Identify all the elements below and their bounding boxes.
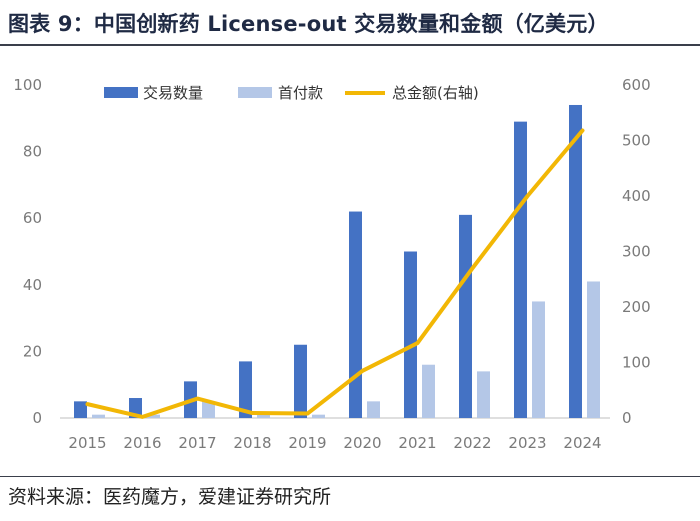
source-divider bbox=[0, 476, 700, 477]
x-tick-label: 2017 bbox=[178, 434, 216, 452]
bar-upfront bbox=[257, 414, 270, 418]
y-left-tick-label: 100 bbox=[13, 76, 42, 94]
bar-upfront bbox=[147, 414, 160, 418]
bar-deal-count bbox=[239, 361, 252, 418]
bar-upfront bbox=[92, 414, 105, 418]
y-right-tick-label: 100 bbox=[622, 354, 651, 372]
bar-upfront bbox=[422, 364, 435, 418]
bar-deal-count bbox=[294, 344, 307, 418]
x-tick-label: 2018 bbox=[233, 434, 271, 452]
combo-chart: 0 20 40 60 80 100 0 100 200 300 400 500 600 2015 2016 2… bbox=[13, 76, 651, 452]
line-total-amount bbox=[85, 128, 585, 419]
y-left-tick-label: 60 bbox=[23, 209, 42, 227]
bar-upfront bbox=[367, 401, 380, 418]
x-tick-label: 2020 bbox=[343, 434, 381, 452]
legend-label-deal-count: 交易数量 bbox=[143, 84, 203, 102]
bar-deal-count bbox=[569, 104, 582, 418]
y-right-tick-label: 200 bbox=[622, 298, 651, 316]
bar-upfront bbox=[312, 414, 325, 418]
bar-upfront bbox=[532, 301, 545, 418]
legend-label-upfront: 首付款 bbox=[278, 84, 323, 102]
y-left-tick-label: 20 bbox=[23, 342, 42, 360]
x-tick-label: 2021 bbox=[398, 434, 436, 452]
y-right-tick-label: 300 bbox=[622, 243, 651, 261]
bar-deal-count bbox=[459, 214, 472, 418]
bar-deal-count bbox=[404, 251, 417, 418]
y-right-tick-label: 500 bbox=[622, 132, 651, 150]
y-left-tick-label: 40 bbox=[23, 276, 42, 294]
y-right-tick-label: 0 bbox=[622, 409, 632, 427]
legend-label-total: 总金额(右轴) bbox=[392, 84, 479, 102]
y-right-tick-label: 400 bbox=[622, 187, 651, 205]
y-right-tick-label: 600 bbox=[622, 76, 651, 94]
x-tick-label: 2019 bbox=[288, 434, 326, 452]
source-note: 资料来源：医药魔方，爱建证券研究所 bbox=[8, 486, 332, 508]
bar-deal-count bbox=[74, 401, 87, 418]
y-left-tick-label: 80 bbox=[23, 143, 42, 161]
legend-swatch-deal-count bbox=[104, 87, 138, 98]
x-tick-label: 2015 bbox=[68, 434, 106, 452]
title-divider bbox=[0, 44, 700, 46]
y-left-tick-label: 0 bbox=[32, 409, 42, 427]
x-tick-label: 2016 bbox=[123, 434, 161, 452]
bar-upfront bbox=[477, 371, 490, 418]
bar-deal-count bbox=[514, 121, 527, 418]
x-tick-label: 2023 bbox=[508, 434, 546, 452]
x-tick-label: 2022 bbox=[453, 434, 491, 452]
bar-upfront bbox=[202, 401, 215, 418]
figure-title: 图表 9：中国创新药 License-out 交易数量和金额（亿美元） bbox=[8, 12, 609, 36]
legend-swatch-upfront bbox=[238, 87, 272, 98]
x-tick-label: 2024 bbox=[563, 434, 601, 452]
bar-upfront bbox=[587, 281, 600, 418]
bar-deal-count bbox=[349, 211, 362, 418]
